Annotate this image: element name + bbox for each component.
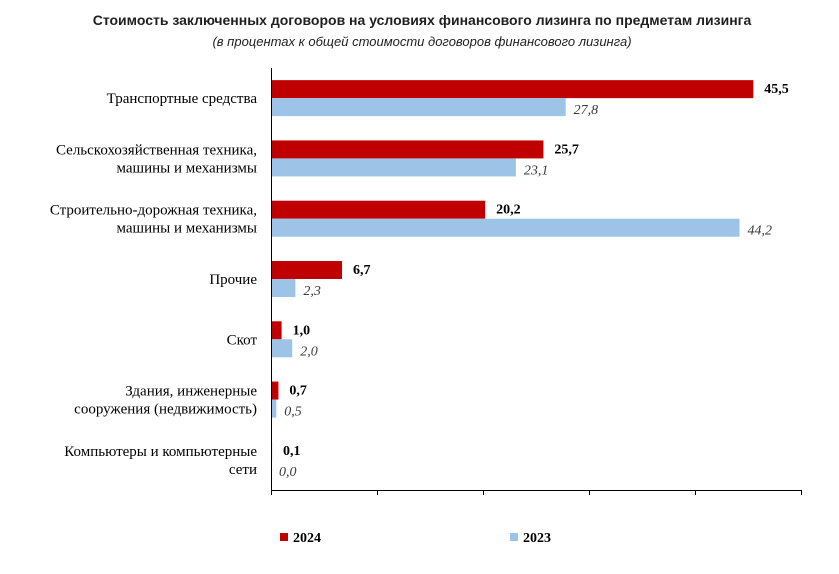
bar-2023 bbox=[271, 218, 740, 237]
legend-label-2023: 2023 bbox=[523, 531, 551, 546]
data-label-2024: 20,2 bbox=[496, 203, 521, 218]
plot-area: 45,5 27,8 25,7 23,1 20,2 44,2 6,7 2,3 1,0 2,0 0,7 0… bbox=[271, 80, 789, 480]
bar-2024 bbox=[271, 200, 486, 219]
x-axis bbox=[271, 68, 802, 495]
data-label-2024: 6,7 bbox=[353, 263, 371, 278]
bar-2024 bbox=[271, 381, 279, 400]
category-label: Транспортные средства bbox=[107, 91, 258, 107]
data-label-2023: 27,8 bbox=[574, 103, 599, 118]
category-labels: Транспортные средства Сельскохозяйственна… bbox=[50, 91, 258, 478]
category-label: сооружения (недвижимость) bbox=[74, 402, 257, 418]
legend-swatch-2023 bbox=[510, 533, 518, 541]
bar-2023 bbox=[271, 158, 516, 177]
bar-2024 bbox=[271, 261, 343, 279]
data-label-2024: 45,5 bbox=[764, 82, 789, 97]
bar-2023 bbox=[271, 339, 293, 358]
bar-2023 bbox=[271, 399, 277, 418]
category-label: сети bbox=[229, 462, 257, 478]
data-label-2024: 25,7 bbox=[554, 142, 579, 157]
data-label-2023: 2,3 bbox=[303, 284, 321, 299]
category-label: Скот bbox=[227, 332, 258, 348]
category-label: Сельскохозяйственная техника, bbox=[56, 142, 257, 158]
legend: 2024 2023 bbox=[280, 531, 551, 546]
bar-2024 bbox=[271, 140, 544, 159]
category-label: Компьютеры и компьютерные bbox=[64, 444, 257, 460]
category-label: Строительно-дорожная техника, bbox=[50, 203, 257, 219]
data-label-2024: 1,0 bbox=[293, 323, 311, 338]
category-label: Здания, инженерные bbox=[125, 384, 257, 400]
chart-title: Стоимость заключенных договоров на услов… bbox=[93, 12, 752, 28]
bar-2023 bbox=[271, 279, 296, 297]
data-label-2024: 0,7 bbox=[289, 384, 307, 399]
chart-subtitle: (в процентах к общей стоимости договоров… bbox=[212, 34, 631, 49]
data-label-2023: 44,2 bbox=[748, 224, 773, 239]
data-label-2024: 0,1 bbox=[283, 444, 301, 459]
bar-2023 bbox=[271, 98, 566, 117]
category-label: машины и механизмы bbox=[116, 160, 257, 176]
category-label: Прочие bbox=[209, 272, 257, 288]
data-label-2023: 23,1 bbox=[524, 163, 549, 178]
data-label-2023: 2,0 bbox=[300, 344, 318, 359]
data-label-2023: 0,0 bbox=[279, 465, 297, 480]
bar-2024 bbox=[271, 80, 754, 99]
legend-label-2024: 2024 bbox=[293, 531, 321, 546]
data-label-2023: 0,5 bbox=[284, 405, 302, 420]
bar-2024 bbox=[271, 321, 282, 340]
category-label: машины и механизмы bbox=[116, 221, 257, 237]
legend-swatch-2024 bbox=[280, 533, 288, 541]
